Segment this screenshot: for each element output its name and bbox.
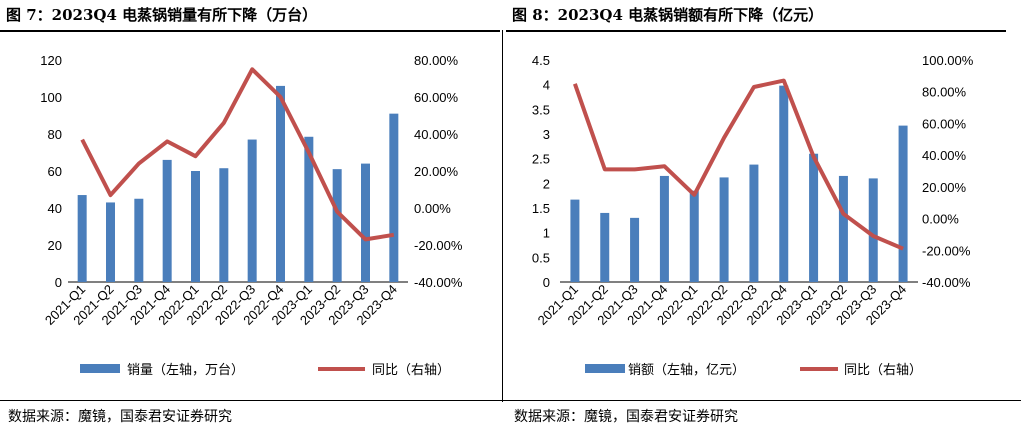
bar: [868, 178, 878, 282]
y-left-tick-label: 120: [40, 53, 62, 68]
y-left-tick-label: 1: [543, 226, 550, 241]
y-left-tick-label: 4.5: [532, 53, 550, 68]
legend-bar-label: 销量（左轴，万台）: [127, 363, 244, 378]
bar: [630, 217, 640, 282]
y-right-tick-label: -40.00%: [922, 275, 971, 290]
title-rule: [506, 30, 1006, 32]
legend-bar-label: 销额（左轴，亿元）: [628, 363, 745, 378]
bar: [162, 159, 172, 282]
chart-title: 图 7：2023Q4 电蒸锅销量有所下降（万台）: [6, 6, 318, 24]
bottom-rule: [0, 400, 1021, 401]
bar: [247, 139, 257, 282]
y-right-tick-label: -40.00%: [414, 275, 463, 290]
bar: [361, 163, 370, 282]
bar: [219, 168, 229, 282]
y-right-tick-label: -20.00%: [922, 243, 971, 258]
bar: [332, 169, 342, 282]
y-right-tick-label: 40.00%: [414, 127, 459, 142]
chart-panel-sales-volume: 图 7：2023Q4 电蒸锅销量有所下降（万台） 0 20 40 60 80 100 120…: [0, 0, 500, 433]
source-note: 数据来源：魔镜，国泰君安证券研究: [514, 409, 738, 425]
y-right-tick-label: 20.00%: [414, 164, 459, 179]
title-rule: [0, 30, 500, 32]
y-right-tick-label: 60.00%: [414, 90, 459, 105]
bar: [898, 125, 908, 282]
chart-panel-sales-amount: 图 8：2023Q4 电蒸锅销额有所下降（亿元） 0 0.5 1 1.5 2 2.5 3 3.…: [506, 0, 1006, 433]
bar: [77, 195, 87, 282]
y-left-tick-label: 2.5: [532, 152, 550, 167]
bar: [389, 113, 399, 283]
y-right-tick-label: 100.00%: [922, 53, 974, 68]
y-right-tick-label: 40.00%: [922, 148, 967, 163]
legend-bar-swatch: [585, 364, 625, 373]
y-left-tick-label: 0.5: [532, 250, 550, 265]
bar: [809, 153, 819, 282]
y-right-tick-label: 0.00%: [414, 201, 451, 216]
bar: [191, 171, 200, 282]
bar: [749, 164, 759, 282]
y-left-tick-label: 40: [48, 201, 62, 216]
y-right-tick-label: 60.00%: [922, 116, 967, 131]
bar: [106, 202, 115, 282]
sales-amount-chart: 0 0.5 1 1.5 2 2.5 3 3.5 4 4.5 -40.00% -20.00% 0.00% 2…: [532, 53, 974, 378]
bar: [570, 199, 580, 282]
bar: [838, 175, 848, 282]
y-left-tick-label: 0: [543, 275, 550, 290]
y-left-tick-label: 20: [48, 238, 62, 253]
y-left-tick-label: 4: [543, 78, 550, 93]
bar: [659, 175, 669, 282]
y-left-tick-label: 80: [48, 127, 62, 142]
bar: [134, 198, 144, 282]
y-right-tick-label: 0.00%: [922, 212, 959, 227]
y-right-tick-label: 80.00%: [922, 85, 967, 100]
yoy-line: [573, 78, 904, 251]
bar: [276, 85, 285, 283]
panel-divider: [502, 30, 503, 402]
y-left-tick-label: 3: [543, 127, 550, 142]
source-note: 数据来源：魔镜，国泰君安证券研究: [8, 409, 232, 425]
legend-line-label: 同比（右轴）: [844, 363, 922, 378]
y-left-tick-label: 1.5: [532, 201, 550, 216]
legend-bar-swatch: [80, 364, 120, 373]
yoy-line: [80, 67, 395, 242]
y-left-tick-label: 60: [48, 164, 62, 179]
y-left-tick-label: 0: [55, 275, 62, 290]
legend-line-label: 同比（右轴）: [372, 363, 450, 378]
sales-volume-chart: 0 20 40 60 80 100 120 -40.00% -20.00% 0.00% 20.00%…: [40, 53, 463, 378]
y-right-tick-label: 20.00%: [922, 180, 967, 195]
y-right-tick-label: 80.00%: [414, 53, 459, 68]
y-left-tick-label: 2: [543, 176, 550, 191]
bar: [779, 85, 789, 282]
y-left-tick-label: 3.5: [532, 102, 550, 117]
y-left-tick-label: 100: [40, 90, 62, 105]
bar: [689, 190, 699, 282]
bar: [600, 212, 610, 282]
bar: [304, 136, 314, 282]
bar: [719, 177, 729, 282]
chart-title: 图 8：2023Q4 电蒸锅销额有所下降（亿元）: [512, 6, 824, 24]
y-right-tick-label: -20.00%: [414, 238, 463, 253]
